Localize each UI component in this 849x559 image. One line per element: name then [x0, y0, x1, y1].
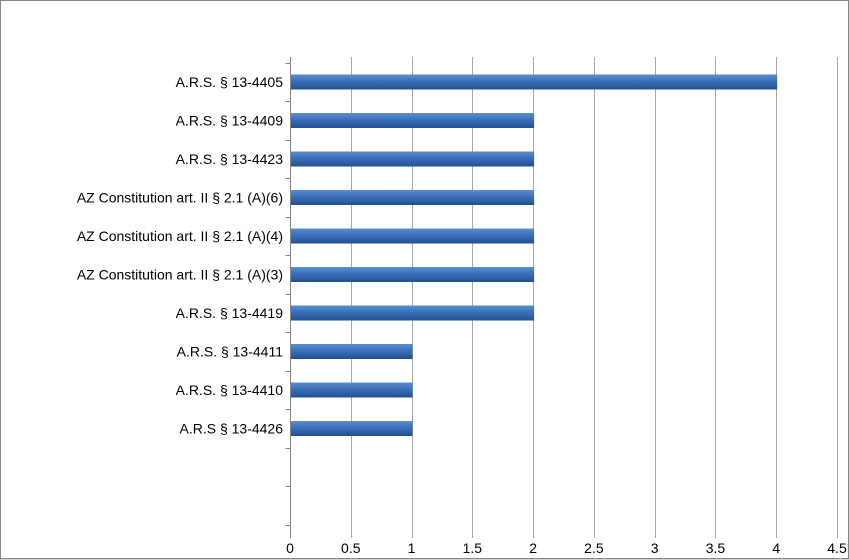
category-label: A.R.S. § 13-4409 — [176, 113, 284, 129]
x-tick-label: 4 — [772, 540, 780, 556]
bar — [291, 267, 535, 282]
category-label: AZ Constitution art. II § 2.1 (A)(6) — [77, 190, 283, 206]
x-tick-label: 3.5 — [706, 540, 726, 556]
labels: 0 0.5 1 1.5 2 2.5 3 3.5 4 4.5 A.R.S. § 13-4405 A.R.… — [77, 74, 847, 556]
axes — [285, 57, 291, 538]
category-label: AZ Constitution art. II § 2.1 (A)(4) — [77, 228, 283, 244]
category-label: A.R.S § 13-4426 — [179, 421, 283, 437]
x-tick-label: 0 — [286, 540, 294, 556]
bar — [291, 228, 535, 244]
x-tick-label: 1.5 — [463, 540, 483, 556]
category-label: A.R.S. § 13-4411 — [177, 344, 284, 360]
x-tick-label: 0.5 — [341, 540, 361, 556]
bar — [291, 113, 535, 128]
x-tick-label: 4.5 — [827, 540, 847, 556]
category-label: A.R.S. § 13-4410 — [176, 382, 284, 398]
category-label: AZ Constitution art. II § 2.1 (A)(3) — [77, 267, 283, 283]
x-tick-label: 2.5 — [584, 540, 604, 556]
x-tick-label: 2 — [529, 540, 537, 556]
bars — [291, 74, 778, 436]
x-tick-label: 3 — [651, 540, 659, 556]
category-label: A.R.S. § 13-4405 — [176, 74, 284, 90]
bar — [291, 74, 778, 90]
bar — [291, 305, 535, 321]
bar — [291, 190, 535, 205]
bar — [291, 382, 413, 398]
gridlines — [351, 57, 838, 538]
category-label: A.R.S. § 13-4423 — [176, 151, 284, 167]
x-tick-label: 1 — [408, 540, 416, 556]
category-label: A.R.S. § 13-4419 — [176, 305, 284, 321]
bar — [291, 421, 413, 436]
bar — [291, 151, 535, 167]
bar — [291, 344, 413, 359]
